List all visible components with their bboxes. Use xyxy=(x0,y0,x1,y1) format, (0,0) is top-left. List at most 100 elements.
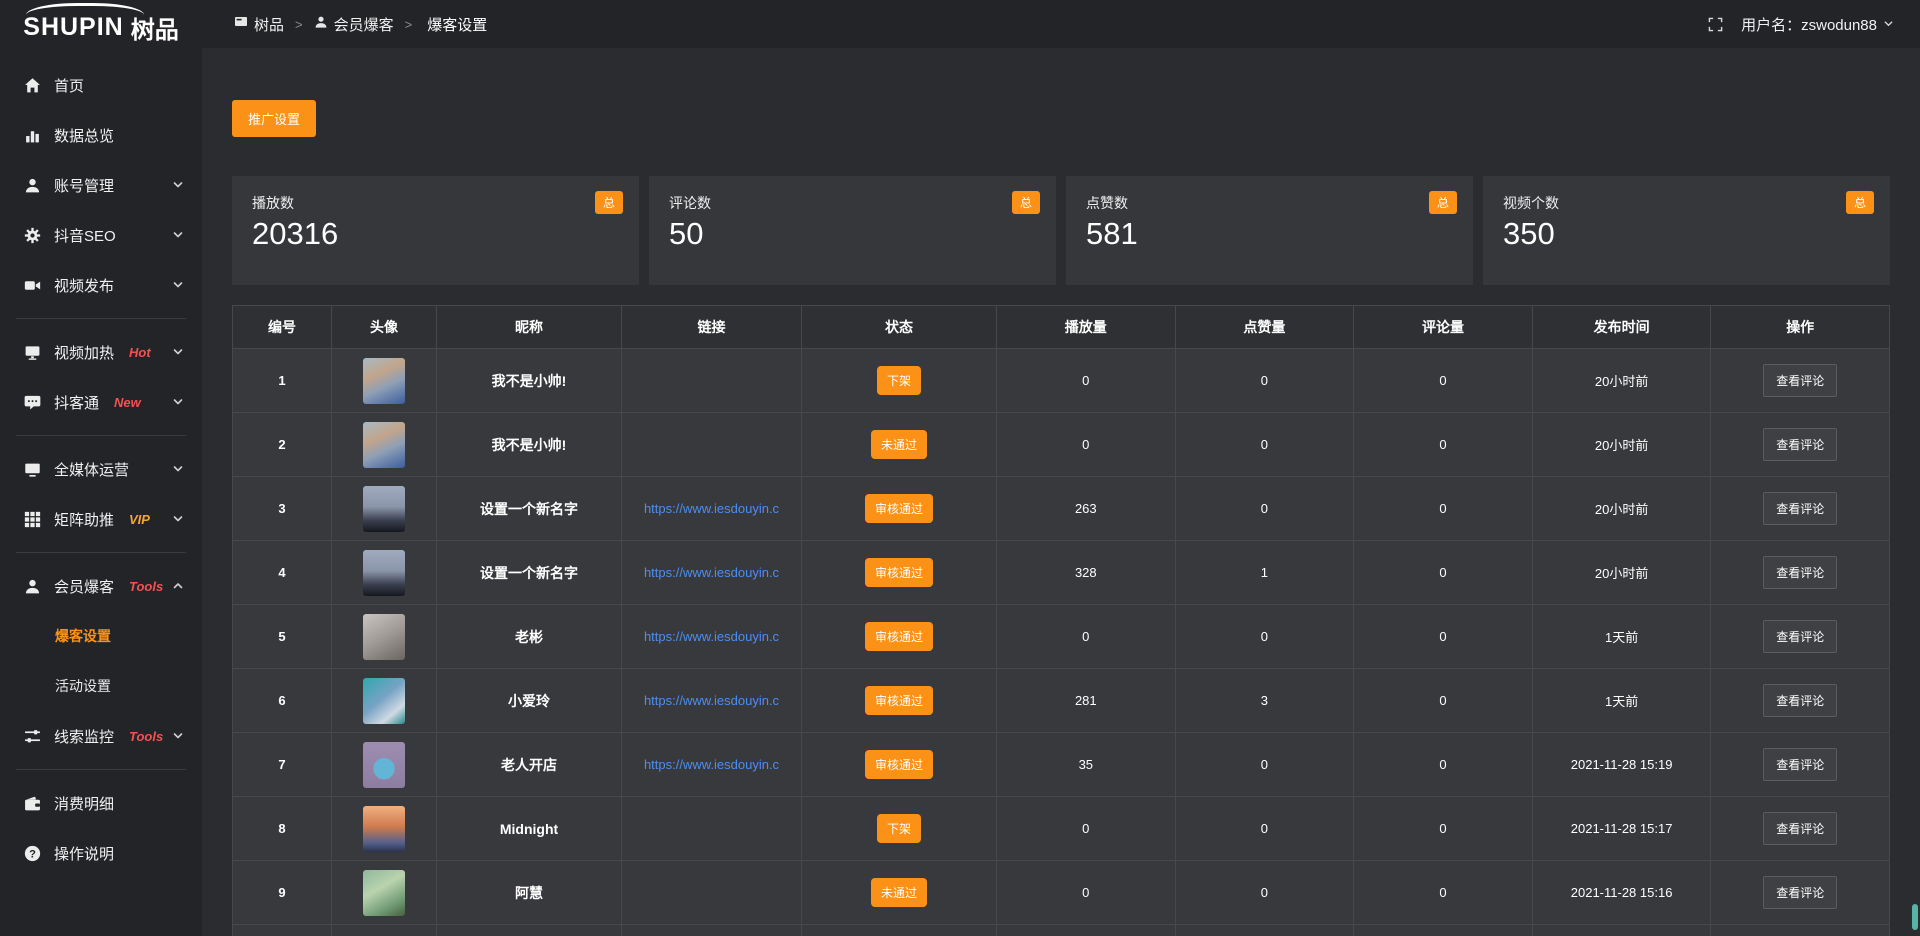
videos-table: 编号 头像 昵称 链接 状态 播放量 点赞量 评论量 发布时间 操作 1 我不是… xyxy=(232,305,1890,936)
chevron-down-icon xyxy=(1883,16,1894,33)
avatar xyxy=(363,869,405,916)
nickname-cell xyxy=(437,925,622,936)
publish-time-cell: 2021-11-28 15:16 xyxy=(1532,861,1712,925)
sidebar-item-baoke-settings[interactable]: 爆客设置 xyxy=(0,611,202,661)
stat-value: 50 xyxy=(669,216,704,251)
logo-text-en: SHUPIN xyxy=(23,12,124,41)
view-comments-button[interactable]: 查看评论 xyxy=(1763,364,1838,397)
view-comments-button[interactable]: 查看评论 xyxy=(1763,812,1838,845)
view-comments-button[interactable]: 查看评论 xyxy=(1763,556,1838,589)
monitor-icon xyxy=(24,344,41,361)
action-cell: 查看评论 xyxy=(1711,733,1890,797)
view-comments-button[interactable]: 查看评论 xyxy=(1763,876,1838,909)
sidebar-item-data-overview[interactable]: 数据总览 xyxy=(0,110,202,160)
sliders-icon xyxy=(24,728,41,745)
stat-value: 20316 xyxy=(252,216,339,251)
sidebar-item-home[interactable]: 首页 xyxy=(0,60,202,110)
col-header-action: 操作 xyxy=(1711,305,1890,349)
video-link[interactable]: https://www.iesdouyin.c xyxy=(643,565,780,580)
avatar-cell xyxy=(332,541,437,605)
home-icon xyxy=(24,77,41,94)
sidebar-item-label: 操作说明 xyxy=(54,845,115,863)
link-cell xyxy=(622,797,802,861)
nickname-cell: 小爱玲 xyxy=(437,669,622,733)
comments-cell: 0 xyxy=(1354,413,1533,477)
sidebar-divider xyxy=(16,552,186,553)
view-comments-button[interactable]: 查看评论 xyxy=(1763,492,1838,525)
promotion-settings-button[interactable]: 推广设置 xyxy=(232,100,317,137)
status-button[interactable]: 下架 xyxy=(876,814,921,843)
sidebar-item-all-media-operation[interactable]: 全媒体运营 xyxy=(0,444,202,494)
likes-cell: 0 xyxy=(1175,477,1355,541)
table-row: 7 老人开店 https://www.iesdouyin.c 审核通过 35 0… xyxy=(232,733,1890,797)
link-cell: https://www.iesdouyin.c xyxy=(622,669,802,733)
publish-time-cell: 1天前 xyxy=(1532,669,1712,733)
fullscreen-icon[interactable] xyxy=(1708,17,1723,32)
action-cell: 查看评论 xyxy=(1711,349,1890,413)
video-link[interactable]: https://www.iesdouyin.c xyxy=(643,629,780,644)
comments-cell xyxy=(1354,925,1533,936)
user-menu[interactable]: 用户名：zswodun88 xyxy=(1741,14,1894,35)
breadcrumb-item-member[interactable]: 会员爆客 xyxy=(314,14,394,35)
scrollbar-thumb[interactable] xyxy=(1912,904,1918,930)
table-header: 编号 头像 昵称 链接 状态 播放量 点赞量 评论量 发布时间 操作 xyxy=(232,305,1890,349)
status-button[interactable]: 审核通过 xyxy=(864,494,933,523)
sidebar-item-member-baoke[interactable]: 会员爆客 Tools xyxy=(0,561,202,611)
breadcrumb-item-home[interactable]: 树品 xyxy=(234,14,284,35)
publish-time-cell: 20小时前 xyxy=(1532,413,1712,477)
sidebar-item-douyin-seo[interactable]: 抖音SEO xyxy=(0,210,202,260)
sidebar-item-douketong[interactable]: 抖客通 New xyxy=(0,377,202,427)
status-button[interactable]: 审核通过 xyxy=(864,558,933,587)
sidebar-item-consumption-details[interactable]: 消费明细 xyxy=(0,778,202,828)
sidebar-item-activity-settings[interactable]: 活动设置 xyxy=(0,661,202,711)
sidebar-item-clue-monitor[interactable]: 线索监控 Tools xyxy=(0,711,202,761)
table-row: 8 Midnight 下架 0 0 0 2021-11-28 15:17 查看评… xyxy=(232,797,1890,861)
view-comments-button[interactable]: 查看评论 xyxy=(1763,684,1838,717)
link-cell: https://www.iesdouyin.c xyxy=(622,605,802,669)
sidebar-item-label: 会员爆客 xyxy=(54,578,115,596)
status-cell: 审核通过 xyxy=(802,669,997,733)
sidebar-item-matrix-boost[interactable]: 矩阵助推 VIP xyxy=(0,494,202,544)
status-cell: 下架 xyxy=(802,349,997,413)
status-cell: 审核通过 xyxy=(802,733,997,797)
tools-tag: Tools xyxy=(129,578,164,594)
status-button[interactable]: 审核通过 xyxy=(864,622,933,651)
video-link[interactable]: https://www.iesdouyin.c xyxy=(643,757,780,772)
view-comments-button[interactable]: 查看评论 xyxy=(1763,748,1838,781)
sidebar: 首页 数据总览 账号管理 抖音SEO 视频发布 视频加热 Hot 抖客通 New… xyxy=(0,48,202,936)
avatar-cell xyxy=(332,861,437,925)
status-button[interactable]: 下架 xyxy=(876,366,921,395)
status-button[interactable]: 未通过 xyxy=(870,878,927,907)
video-link[interactable]: https://www.iesdouyin.c xyxy=(643,693,780,708)
avatar-cell xyxy=(332,797,437,861)
avatar xyxy=(363,485,405,532)
sidebar-item-label: 视频加热 xyxy=(54,344,115,362)
status-button[interactable]: 未通过 xyxy=(870,430,927,459)
sidebar-divider xyxy=(16,769,186,770)
nickname-cell: 我不是小帅! xyxy=(437,349,622,413)
chevron-down-icon xyxy=(172,229,184,241)
sidebar-item-label: 线索监控 xyxy=(54,728,115,746)
publish-time-cell: 20小时前 xyxy=(1532,477,1712,541)
sidebar-item-video-publish[interactable]: 视频发布 xyxy=(0,260,202,310)
video-link[interactable]: https://www.iesdouyin.c xyxy=(643,501,780,516)
status-button[interactable]: 审核通过 xyxy=(864,750,933,779)
row-number: 2 xyxy=(232,413,332,477)
grid-icon xyxy=(24,511,41,528)
status-cell: 审核通过 xyxy=(802,605,997,669)
sidebar-item-account-management[interactable]: 账号管理 xyxy=(0,160,202,210)
nickname-cell: 设置一个新名字 xyxy=(437,541,622,605)
wallet-icon xyxy=(24,795,41,812)
col-header-nickname: 昵称 xyxy=(437,305,622,349)
status-button[interactable]: 审核通过 xyxy=(864,686,933,715)
col-header-comments: 评论量 xyxy=(1354,305,1533,349)
sidebar-item-video-heating[interactable]: 视频加热 Hot xyxy=(0,327,202,377)
sidebar-item-operation-guide[interactable]: ? 操作说明 xyxy=(0,828,202,878)
view-comments-button[interactable]: 查看评论 xyxy=(1763,620,1838,653)
action-cell: 查看评论 xyxy=(1711,541,1890,605)
view-comments-button[interactable]: 查看评论 xyxy=(1763,428,1838,461)
action-cell: 查看评论 xyxy=(1711,605,1890,669)
sidebar-item-label: 活动设置 xyxy=(55,678,111,694)
avatar xyxy=(363,357,405,404)
